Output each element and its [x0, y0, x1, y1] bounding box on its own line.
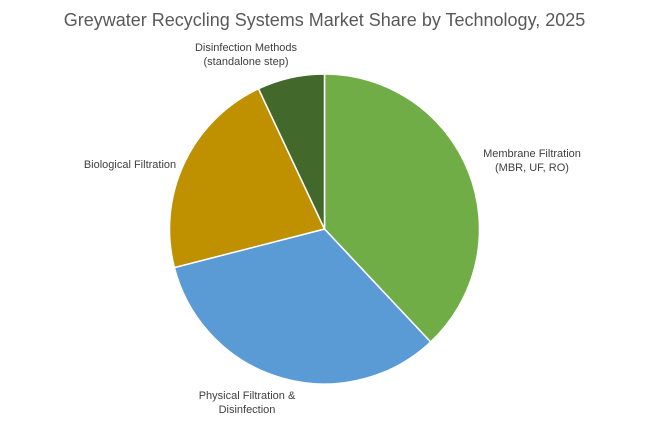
pie-slice [168, 87, 326, 269]
pie-slice [173, 228, 432, 385]
pie-slice [323, 73, 481, 344]
slice-label: Physical Filtration & Disinfection [199, 390, 296, 416]
pie-slice [257, 73, 326, 230]
slice-label: Biological Filtration [84, 159, 176, 171]
chart-title: Greywater Recycling Systems Market Share… [63, 10, 586, 30]
slice-label: Membrane Filtration (MBR, UF, RO) [483, 148, 581, 174]
slice-label: Disinfection Methods (standalone step) [195, 42, 298, 68]
